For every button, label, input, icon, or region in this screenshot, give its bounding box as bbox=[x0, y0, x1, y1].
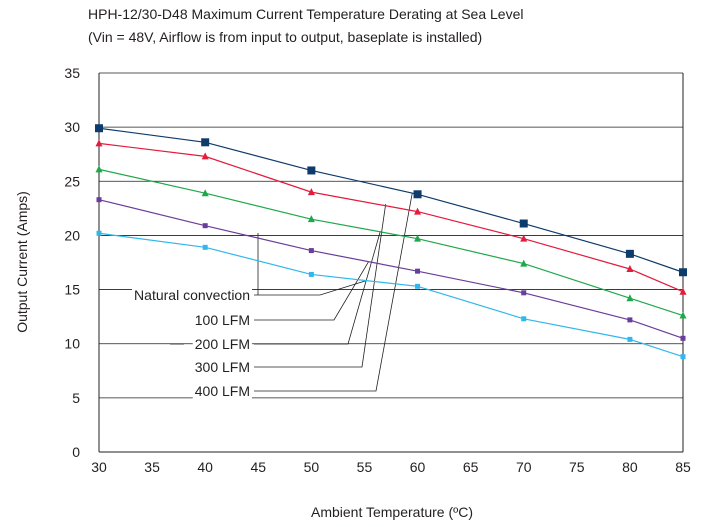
data-point bbox=[521, 316, 527, 322]
data-point bbox=[201, 189, 209, 197]
data-point bbox=[415, 283, 421, 289]
data-point bbox=[414, 234, 422, 242]
data-point bbox=[413, 190, 422, 199]
data-point bbox=[519, 219, 528, 228]
data-point bbox=[415, 268, 421, 274]
legend-label-bg bbox=[192, 312, 252, 328]
legend-leader-line bbox=[254, 280, 366, 296]
series-line bbox=[98, 199, 684, 339]
y-tick-label: 5 bbox=[72, 390, 80, 406]
data-point bbox=[308, 248, 314, 254]
data-point bbox=[680, 335, 686, 341]
legend-label-bg bbox=[132, 287, 252, 303]
legend-label: 300 LFM bbox=[195, 359, 250, 375]
data-point bbox=[201, 152, 209, 160]
legend-label: 100 LFM bbox=[195, 312, 250, 328]
series-lines bbox=[95, 124, 687, 360]
legend-leader-line bbox=[254, 193, 413, 392]
x-tick-label: 35 bbox=[144, 459, 160, 475]
y-tick-label: 35 bbox=[64, 65, 80, 81]
data-point bbox=[626, 264, 634, 272]
data-point bbox=[626, 294, 634, 302]
x-tick-label: 80 bbox=[622, 459, 638, 475]
data-point bbox=[414, 207, 422, 215]
data-point bbox=[202, 223, 208, 229]
data-point bbox=[627, 336, 633, 342]
y-tick-label: 15 bbox=[64, 282, 80, 298]
x-tick-label: 60 bbox=[410, 459, 426, 475]
x-tick-label: 40 bbox=[197, 459, 213, 475]
data-point bbox=[679, 311, 687, 319]
axes bbox=[98, 73, 684, 453]
x-tick-label: 45 bbox=[250, 459, 266, 475]
y-tick-labels: 0 5 10 15 20 25 30 35 bbox=[64, 65, 80, 460]
chart-subtitle: (Vin = 48V, Airflow is from input to out… bbox=[88, 29, 483, 45]
data-point bbox=[679, 287, 687, 295]
data-point bbox=[202, 244, 208, 250]
x-tick-label: 85 bbox=[675, 459, 691, 475]
y-tick-label: 20 bbox=[64, 227, 80, 243]
legend-label: Natural convection bbox=[134, 287, 250, 303]
data-point bbox=[520, 234, 528, 242]
legend-leader-lines bbox=[170, 193, 413, 392]
chart-title: HPH-12/30-D48 Maximum Current Temperatur… bbox=[88, 6, 524, 22]
data-point bbox=[308, 271, 314, 277]
data-point bbox=[679, 268, 687, 277]
x-tick-label: 50 bbox=[304, 459, 320, 475]
data-point bbox=[307, 215, 315, 223]
data-point bbox=[96, 230, 102, 236]
x-tick-label: 75 bbox=[569, 459, 585, 475]
legend-label-bg bbox=[192, 336, 252, 352]
grid-lines bbox=[99, 72, 683, 399]
data-point bbox=[95, 139, 103, 147]
y-tick-label: 10 bbox=[64, 336, 80, 352]
x-tick-label: 70 bbox=[516, 459, 532, 475]
legend-label: 400 LFM bbox=[195, 383, 250, 399]
x-tick-label: 55 bbox=[357, 459, 373, 475]
data-point bbox=[625, 249, 634, 258]
series-line bbox=[98, 127, 684, 273]
data-point bbox=[201, 138, 210, 147]
x-tick-labels: 30 35 40 45 50 55 60 65 70 75 80 85 bbox=[91, 459, 691, 475]
legend-label-bg bbox=[192, 383, 252, 399]
data-point bbox=[520, 259, 528, 267]
data-point bbox=[95, 165, 103, 173]
y-axis-label: Output Current (Amps) bbox=[14, 191, 30, 333]
y-tick-label: 30 bbox=[64, 119, 80, 135]
x-axis-label: Ambient Temperature (ºC) bbox=[311, 504, 473, 520]
data-point bbox=[307, 188, 315, 196]
legend-labels: Natural convection 100 LFM 200 LFM 300 LFM 4… bbox=[132, 287, 252, 399]
data-point bbox=[96, 197, 102, 203]
data-point bbox=[521, 290, 527, 296]
legend-label-bg bbox=[192, 359, 252, 375]
legend-leader-line bbox=[254, 203, 387, 368]
data-point bbox=[627, 317, 633, 323]
legend-leader-line bbox=[254, 261, 370, 321]
series-line bbox=[98, 142, 684, 293]
legend-label: 200 LFM bbox=[195, 336, 250, 352]
data-point bbox=[307, 166, 316, 175]
x-tick-label: 30 bbox=[91, 459, 107, 475]
data-point bbox=[95, 124, 103, 133]
data-point bbox=[680, 354, 686, 360]
y-tick-label: 0 bbox=[72, 444, 80, 460]
legend-leader-line bbox=[254, 230, 381, 345]
y-tick-label: 25 bbox=[64, 173, 80, 189]
x-tick-label: 65 bbox=[463, 459, 479, 475]
